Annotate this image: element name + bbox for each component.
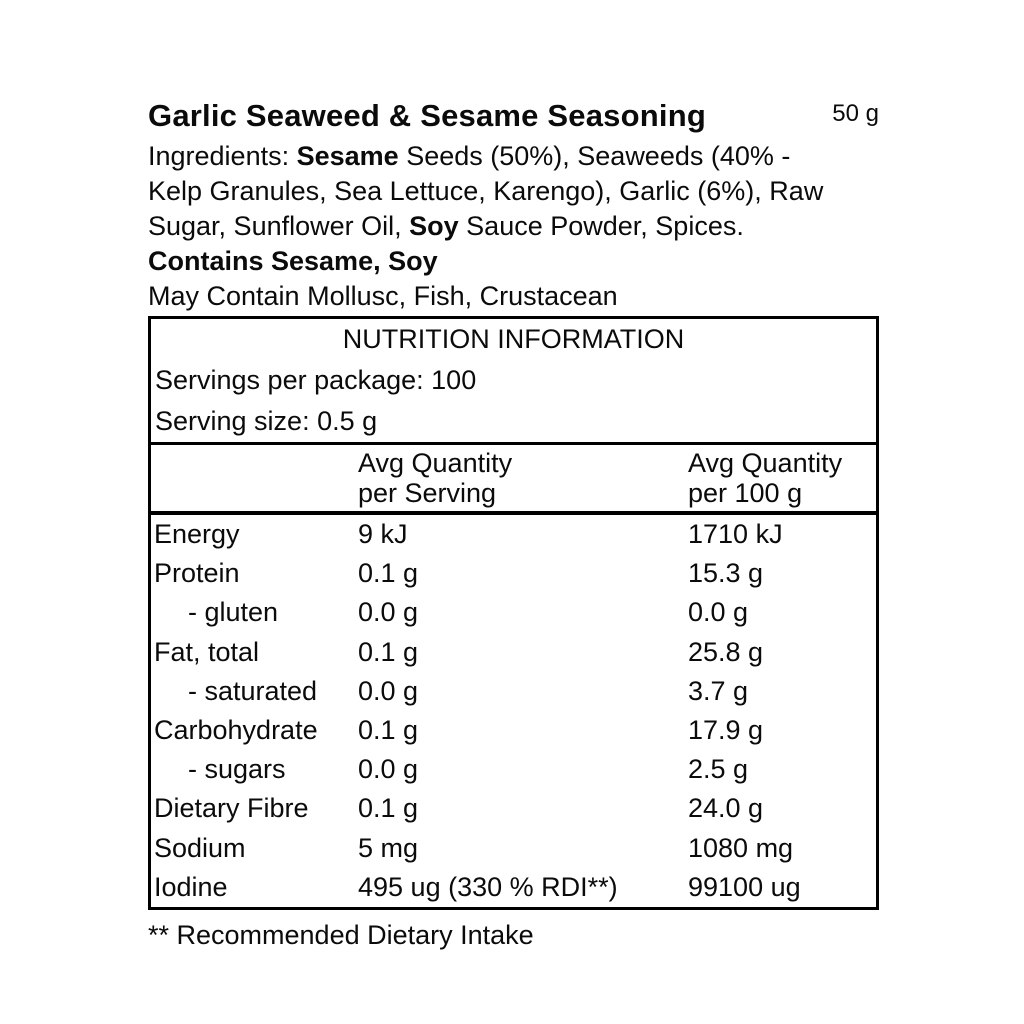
serving-size: Serving size: 0.5 g — [155, 406, 378, 436]
per-serving-value: 0.1 g — [358, 715, 419, 746]
table-header-row: Avg Quantity per Serving Avg Quantity pe… — [151, 442, 876, 511]
ingredients-block: Ingredients: Sesame Seeds (50%), Seaweed… — [148, 139, 879, 314]
nutrient-name: Carbohydrate — [154, 715, 318, 746]
header-per-100g: Avg Quantity per 100 g — [688, 448, 876, 508]
servings-per-package: Servings per package: 100 — [155, 365, 477, 395]
allergen-soy-bold: Soy — [409, 211, 459, 241]
nutrient-name: - gluten — [188, 597, 279, 628]
table-row-energy: Energy 9 kJ 1710 kJ — [151, 515, 876, 554]
nutrient-name: Iodine — [154, 871, 228, 902]
table-row-sugars: - sugars 0.0 g 2.5 g — [151, 750, 876, 789]
table-row-saturated: - saturated 0.0 g 3.7 g — [151, 672, 876, 711]
nutrient-name: Energy — [154, 519, 240, 550]
per-serving-value: 0.1 g — [358, 558, 419, 589]
nutrient-name: - saturated — [188, 675, 318, 706]
header-spacer — [151, 448, 358, 508]
table-row-protein: Protein 0.1 g 15.3 g — [151, 554, 876, 593]
per-serving-value: 0.1 g — [358, 636, 419, 667]
rdi-footnote: ** Recommended Dietary Intake — [148, 919, 534, 950]
header-per-serving-line1: Avg Quantity — [358, 448, 513, 478]
per-100g-value: 0.0 g — [688, 597, 749, 628]
per-100g-value: 25.8 g — [688, 636, 764, 667]
product-title: Garlic Seaweed & Sesame Seasoning — [148, 98, 706, 133]
allergen-sesame-bold: Sesame — [296, 141, 399, 171]
table-row-carbohydrate: Carbohydrate 0.1 g 17.9 g — [151, 711, 876, 750]
contains-statement: Contains Sesame, Soy — [148, 246, 438, 276]
table-body: Energy 9 kJ 1710 kJ Protein 0.1 g 15.3 g… — [151, 511, 876, 907]
may-contain-statement: May Contain Mollusc, Fish, Crustacean — [148, 281, 618, 311]
per-100g-value: 1080 mg — [688, 832, 794, 863]
per-serving-value: 0.1 g — [358, 793, 419, 824]
product-label: Garlic Seaweed & Sesame Seasoning 50 g I… — [148, 97, 879, 952]
per-100g-value: 17.9 g — [688, 715, 764, 746]
table-row-fat-total: Fat, total 0.1 g 25.8 g — [151, 633, 876, 672]
nutrition-table-title: NUTRITION INFORMATION — [342, 324, 685, 354]
per-serving-value: 5 mg — [358, 832, 419, 863]
nutrient-name: - sugars — [188, 754, 286, 785]
per-100g-value: 15.3 g — [688, 558, 764, 589]
per-100g-value: 3.7 g — [688, 675, 749, 706]
table-row-gluten: - gluten 0.0 g 0.0 g — [151, 593, 876, 632]
per-100g-value: 99100 ug — [688, 871, 801, 902]
net-weight: 50 g — [832, 100, 879, 127]
nutrient-name: Dietary Fibre — [154, 793, 309, 824]
ingredients-label: Ingredients: — [148, 141, 297, 171]
header-per-serving: Avg Quantity per Serving — [358, 448, 688, 508]
per-serving-value: 0.0 g — [358, 754, 419, 785]
ingredients-line-2: Kelp Granules, Sea Lettuce, Karengo), Ga… — [148, 176, 824, 206]
per-serving-value: 0.0 g — [358, 675, 419, 706]
header-per-100g-line1: Avg Quantity — [688, 448, 843, 478]
table-row-dietary-fibre: Dietary Fibre 0.1 g 24.0 g — [151, 789, 876, 828]
table-row-iodine: Iodine 495 ug (330 % RDI**) 99100 ug — [151, 868, 876, 907]
per-100g-value: 1710 kJ — [688, 519, 783, 550]
header-per-serving-line2: per Serving — [358, 478, 497, 508]
per-serving-value: 0.0 g — [358, 597, 419, 628]
header-per-100g-line2: per 100 g — [688, 478, 803, 508]
ingredients-line-1: Ingredients: Sesame Seeds (50%), Seaweed… — [148, 139, 879, 174]
table-row-sodium: Sodium 5 mg 1080 mg — [151, 829, 876, 868]
nutrition-information-table: NUTRITION INFORMATION Servings per packa… — [148, 316, 879, 910]
nutrient-name: Protein — [154, 558, 240, 589]
ingredients-line-3-rest: Sauce Powder, Spices. — [458, 211, 744, 241]
ingredients-line-3-start: Sugar, Sunflower Oil, — [148, 211, 410, 241]
title-row: Garlic Seaweed & Sesame Seasoning 50 g — [148, 97, 879, 134]
per-100g-value: 24.0 g — [688, 793, 764, 824]
nutrient-name: Fat, total — [154, 636, 260, 667]
per-100g-value: 2.5 g — [688, 754, 749, 785]
per-serving-value: 9 kJ — [358, 519, 408, 550]
per-serving-value: 495 ug (330 % RDI**) — [358, 871, 618, 902]
ingredients-line-1-rest: Seeds (50%), Seaweeds (40% - — [398, 141, 791, 171]
nutrient-name: Sodium — [154, 832, 246, 863]
ingredients-line-3: Sugar, Sunflower Oil, Soy Sauce Powder, … — [148, 209, 879, 244]
